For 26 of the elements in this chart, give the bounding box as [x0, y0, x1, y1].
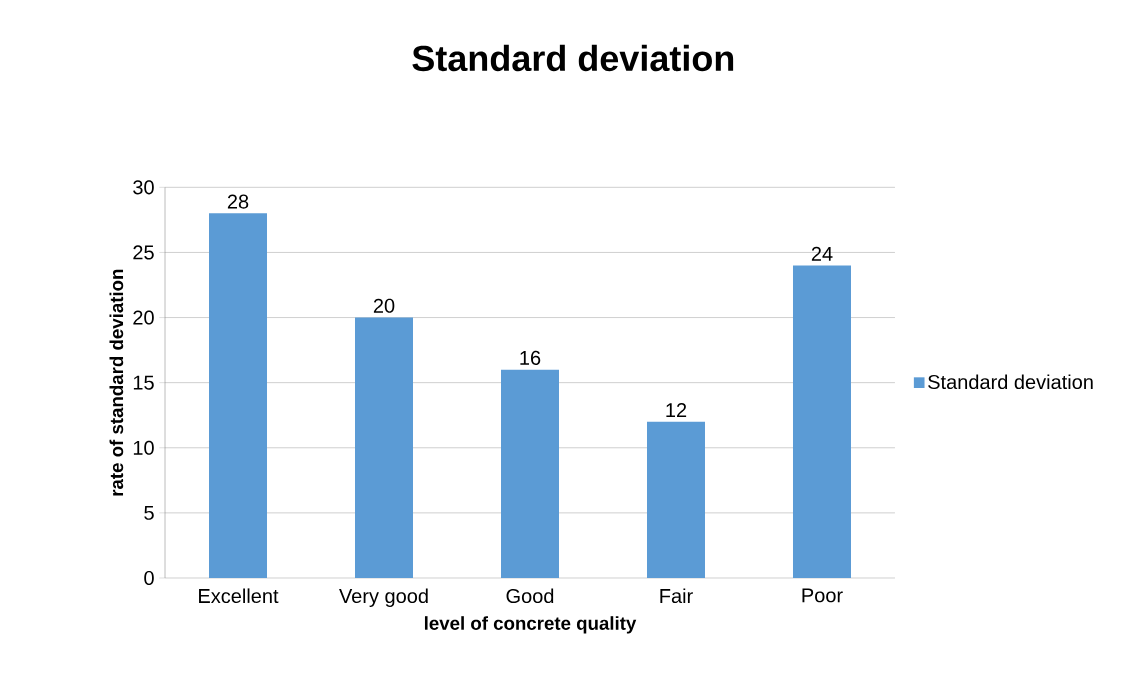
- y-tick-label: 30: [133, 180, 154, 195]
- y-tick-label: 25: [133, 245, 154, 260]
- bar: [355, 317, 413, 578]
- x-axis-title: level of concrete quality: [424, 616, 637, 634]
- bar: [209, 213, 268, 578]
- data-label: 16: [520, 350, 541, 365]
- x-tick-label: Good: [506, 588, 554, 604]
- data-label: 20: [373, 298, 395, 313]
- data-label: 28: [227, 194, 249, 209]
- bar: [647, 421, 705, 578]
- x-tick-label: Fair: [660, 588, 693, 604]
- legend-label: Standard deviation: [928, 374, 1093, 390]
- y-tick-label: 15: [133, 375, 154, 390]
- y-tick-label: 0: [144, 570, 154, 586]
- y-tick-label: 10: [133, 440, 154, 455]
- y-axis-title: rate of standard deviation: [109, 269, 124, 496]
- data-label: 12: [666, 403, 687, 418]
- y-tick-label: 20: [133, 310, 154, 325]
- data-label: 24: [811, 246, 833, 261]
- bar: [501, 369, 559, 578]
- bar: [792, 265, 851, 578]
- x-tick-label: Very good: [339, 588, 428, 608]
- x-tick-label: Excellent: [199, 588, 279, 604]
- y-tick-label: 5: [144, 505, 154, 520]
- chart-title: Standard deviation: [412, 44, 734, 72]
- x-tick-label: Poor: [802, 588, 843, 603]
